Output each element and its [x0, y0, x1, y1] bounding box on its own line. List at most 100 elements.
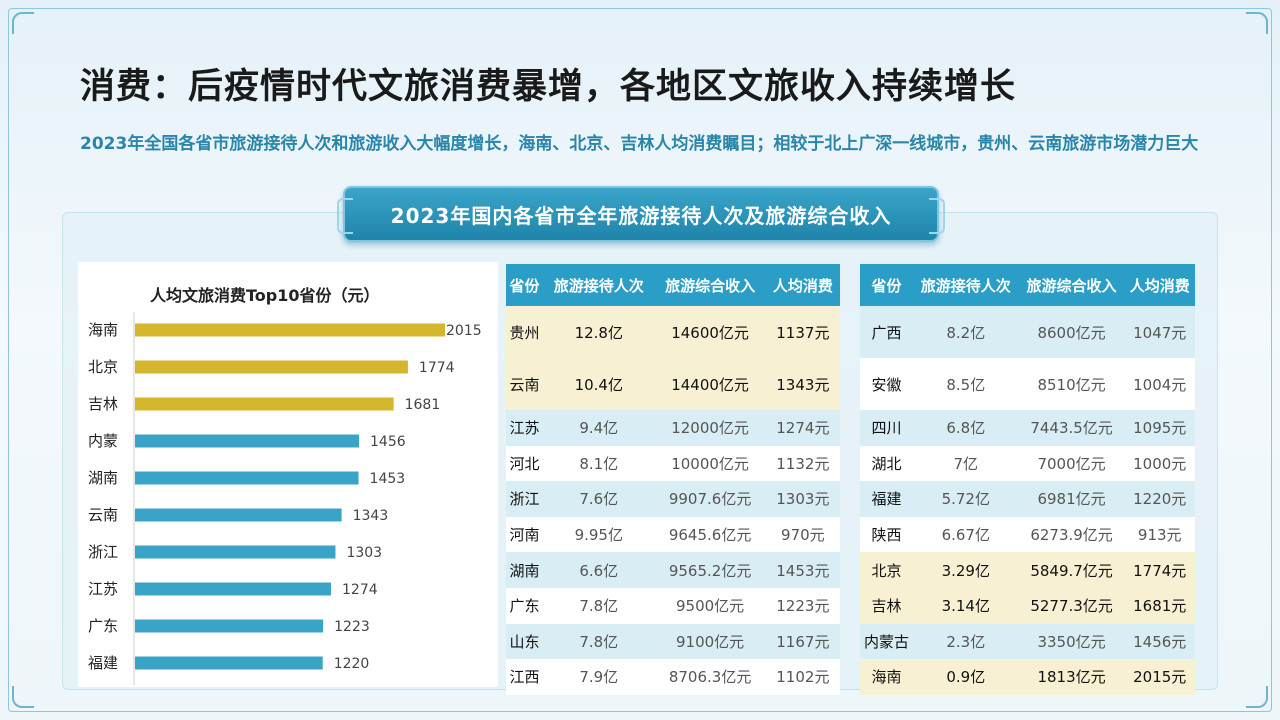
value-label: 1453: [370, 471, 406, 487]
table-row: 云南 10.4亿 14400亿元 1343元: [506, 358, 840, 410]
cell-per-capita: 1456元: [1124, 623, 1195, 660]
cell-visits: 5.72亿: [912, 481, 1019, 517]
cell-visits: 8.1亿: [543, 445, 655, 482]
table-row: 浙江 7.6亿 9907.6亿元 1303元: [506, 481, 840, 517]
cell-income: 9500亿元: [654, 587, 766, 624]
header-visits: 旅游接待人次: [543, 264, 655, 306]
cell-income: 9645.6亿元: [654, 516, 766, 553]
category-label: 湖南: [88, 469, 118, 487]
cell-income: 9100亿元: [654, 623, 766, 660]
cell-per-capita: 1274元: [765, 410, 840, 446]
cell-per-capita: 1303元: [765, 481, 840, 517]
table-row: 江苏 9.4亿 12000亿元 1274元: [506, 410, 840, 446]
cell-income: 1813亿元: [1018, 659, 1125, 695]
cell-income: 7000亿元: [1018, 445, 1125, 482]
cell-visits: 12.8亿: [543, 306, 655, 358]
cell-province: 江西: [506, 659, 544, 695]
value-label: 2015: [446, 323, 482, 339]
cell-province: 湖南: [506, 552, 544, 588]
cell-visits: 10.4亿: [543, 358, 655, 410]
table-row: 山东 7.8亿 9100亿元 1167元: [506, 623, 840, 660]
bar: [135, 323, 445, 337]
cell-income: 14400亿元: [654, 358, 766, 410]
frame-corner-ornament: [1246, 12, 1268, 34]
frame-corner-ornament: [12, 686, 34, 708]
cell-province: 北京: [860, 552, 913, 588]
cell-province: 江苏: [506, 410, 544, 446]
cell-visits: 7.8亿: [543, 623, 655, 660]
table-row: 陕西 6.67亿 6273.9亿元 913元: [860, 516, 1195, 553]
cell-visits: 3.14亿: [912, 587, 1019, 624]
cell-per-capita: 1000元: [1124, 445, 1195, 482]
cell-province: 陕西: [860, 516, 913, 553]
page-subtitle: 2023年全国各省市旅游接待人次和旅游收入大幅度增长，海南、北京、吉林人均消费瞩…: [80, 134, 1199, 154]
table-row: 广西 8.2亿 8600亿元 1047元: [860, 306, 1195, 358]
cell-province: 海南: [860, 659, 913, 695]
header-province: 省份: [860, 264, 913, 306]
bar: [135, 656, 323, 670]
cell-province: 湖北: [860, 445, 913, 482]
cell-province: 河南: [506, 516, 544, 553]
cell-province: 吉林: [860, 587, 913, 624]
cell-per-capita: 1132元: [765, 445, 840, 482]
cell-visits: 6.6亿: [543, 552, 655, 588]
table-row: 海南 0.9亿 1813亿元 2015元: [860, 659, 1195, 695]
cell-visits: 8.5亿: [912, 358, 1019, 410]
cell-province: 浙江: [506, 481, 544, 517]
frame-corner-ornament: [12, 12, 34, 34]
province-table-right: 省份 旅游接待人次 旅游综合收入 人均消费 广西 8.2亿 8600亿元 1047元安…: [860, 264, 1195, 695]
category-label: 吉林: [88, 395, 118, 413]
cell-income: 9907.6亿元: [654, 481, 766, 517]
bar: [135, 397, 394, 411]
cell-province: 贵州: [506, 306, 544, 358]
table-header-row: 省份 旅游接待人次 旅游综合收入 人均消费: [506, 264, 840, 306]
cell-income: 9565.2亿元: [654, 552, 766, 588]
cell-per-capita: 1223元: [765, 587, 840, 624]
section-banner: 2023年国内各省市全年旅游接待人次及旅游综合收入: [337, 186, 945, 242]
cell-province: 河北: [506, 445, 544, 482]
province-table-left: 省份 旅游接待人次 旅游综合收入 人均消费 贵州 12.8亿 14600亿元 1137…: [506, 264, 840, 695]
category-label: 浙江: [88, 543, 118, 561]
bar: [135, 545, 336, 559]
header-per-capita: 人均消费: [765, 264, 840, 306]
cell-visits: 8.2亿: [912, 306, 1019, 358]
category-label: 北京: [88, 358, 118, 376]
cell-income: 14600亿元: [654, 306, 766, 358]
cell-visits: 7.9亿: [543, 659, 655, 695]
table-row: 河南 9.95亿 9645.6亿元 970元: [506, 516, 840, 553]
table-header-row: 省份 旅游接待人次 旅游综合收入 人均消费: [860, 264, 1195, 306]
bar: [135, 582, 331, 596]
frame-corner-ornament: [1246, 686, 1268, 708]
cell-province: 四川: [860, 410, 913, 446]
cell-province: 内蒙古: [860, 623, 913, 660]
cell-income: 10000亿元: [654, 445, 766, 482]
bar: [135, 508, 342, 522]
cell-province: 福建: [860, 481, 913, 517]
cell-income: 8600亿元: [1018, 306, 1125, 358]
bar: [135, 360, 408, 374]
cell-province: 广西: [860, 306, 913, 358]
cell-income: 3350亿元: [1018, 623, 1125, 660]
cell-per-capita: 1102元: [765, 659, 840, 695]
bar: [135, 434, 359, 448]
table-row: 四川 6.8亿 7443.5亿元 1095元: [860, 410, 1195, 446]
category-label: 江苏: [88, 580, 118, 598]
value-label: 1220: [334, 656, 370, 672]
cell-visits: 2.3亿: [912, 623, 1019, 660]
table-row: 贵州 12.8亿 14600亿元 1137元: [506, 306, 840, 358]
cell-province: 山东: [506, 623, 544, 660]
per-capita-bar-chart: 海南 2015 北京 1774 吉林 1681 内蒙 1456 湖南 1453 云南 1343 浙江 13…: [88, 312, 482, 685]
cell-visits: 7.6亿: [543, 481, 655, 517]
category-label: 海南: [88, 321, 118, 339]
table-row: 吉林 3.14亿 5277.3亿元 1681元: [860, 587, 1195, 624]
cell-per-capita: 1095元: [1124, 410, 1195, 446]
cell-per-capita: 1167元: [765, 623, 840, 660]
cell-visits: 7亿: [912, 445, 1019, 482]
table-row: 湖北 7亿 7000亿元 1000元: [860, 445, 1195, 482]
cell-visits: 3.29亿: [912, 552, 1019, 588]
cell-per-capita: 1220元: [1124, 481, 1195, 517]
cell-per-capita: 2015元: [1124, 659, 1195, 695]
table-row: 北京 3.29亿 5849.7亿元 1774元: [860, 552, 1195, 588]
cell-visits: 7.8亿: [543, 587, 655, 624]
cell-income: 6273.9亿元: [1018, 516, 1125, 553]
